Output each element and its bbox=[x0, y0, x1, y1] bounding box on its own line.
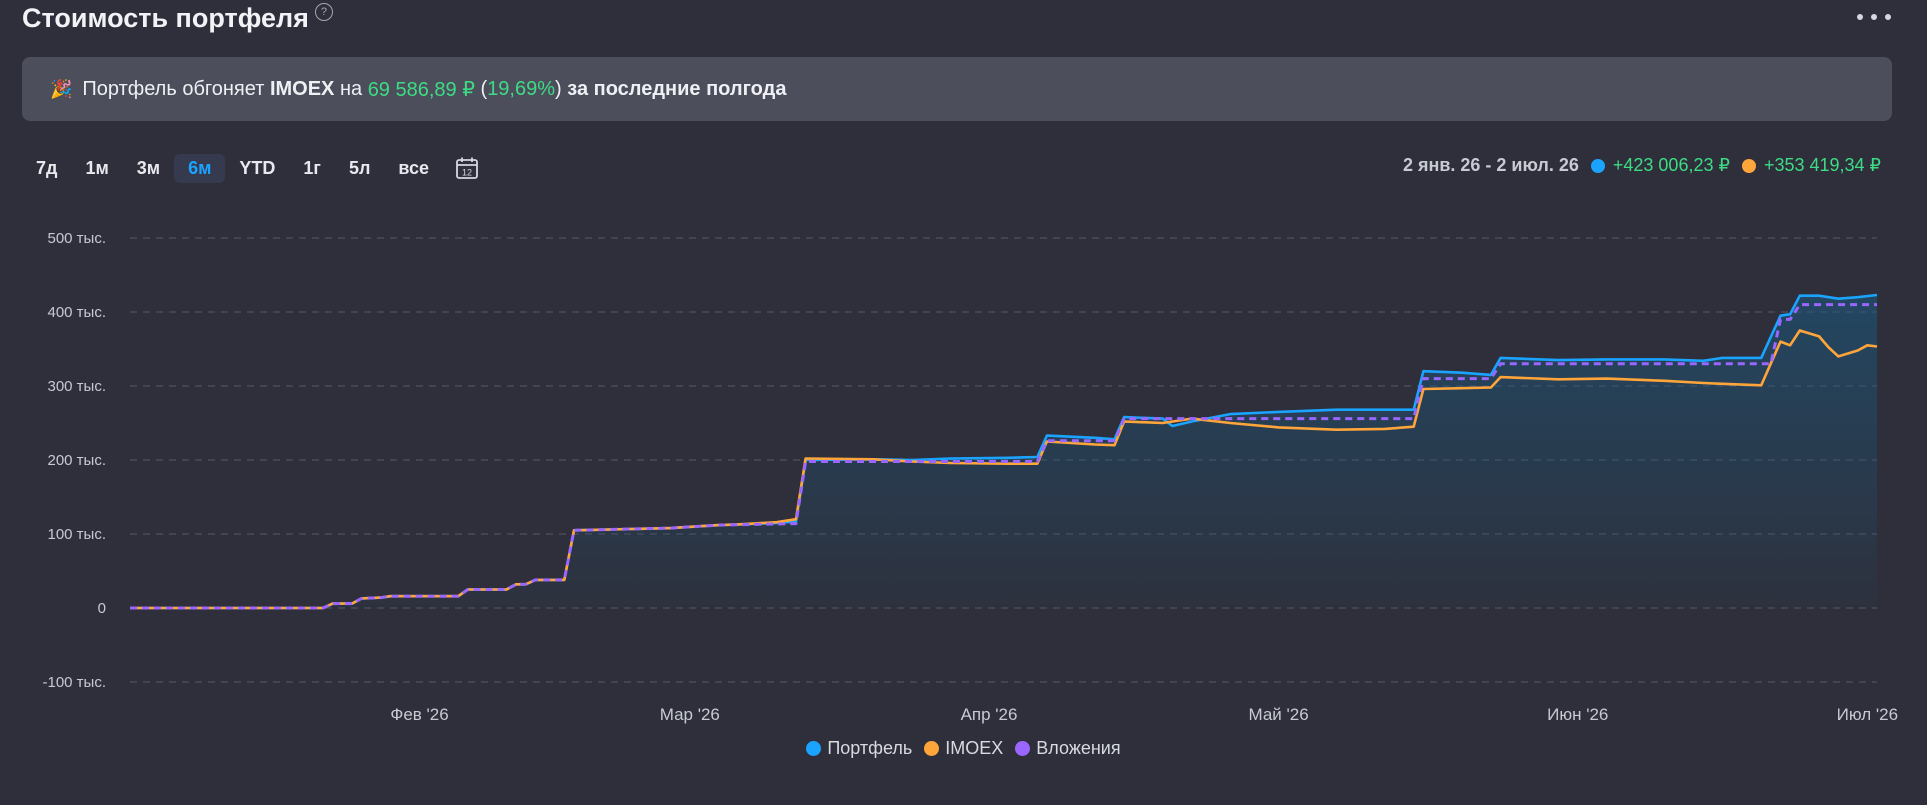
banner-text-1: Портфель обгоняет bbox=[82, 77, 265, 100]
legend-portfolio[interactable]: Портфель bbox=[806, 738, 912, 759]
imoex-dot-icon bbox=[1741, 158, 1756, 173]
series-line-imoex bbox=[130, 329, 1878, 610]
invested-dot-icon bbox=[1015, 741, 1031, 756]
banner-paren-open: ( bbox=[480, 77, 488, 100]
y-tick-label: -100 тыс. bbox=[42, 674, 106, 691]
period-all[interactable]: все bbox=[398, 157, 430, 178]
legend-invested[interactable]: Вложения bbox=[1015, 738, 1121, 759]
x-tick-label: Май '26 bbox=[1248, 705, 1308, 724]
y-tick-label: 0 bbox=[98, 600, 106, 617]
legend-imoex[interactable]: IMOEX bbox=[924, 738, 1003, 759]
series-line-invested bbox=[130, 303, 1877, 610]
period-selector: 7д 1м 3м 6м YTD 1г 5л все 12 bbox=[22, 152, 479, 184]
y-tick-label: 500 тыс. bbox=[47, 230, 106, 247]
legend-label: IMOEX bbox=[945, 738, 1004, 758]
help-icon[interactable]: ? bbox=[314, 3, 333, 21]
date-range: 2 янв. 26 - 2 июл. 26 bbox=[1402, 155, 1579, 175]
banner-text-2: на bbox=[339, 77, 363, 100]
party-icon: 🎉 bbox=[50, 78, 73, 99]
period-5y[interactable]: 5л bbox=[348, 157, 371, 178]
period-1y[interactable]: 1г bbox=[303, 157, 321, 178]
portfolio-chart[interactable]: 500 тыс. 400 тыс. 300 тыс. 200 тыс. 100 тыс.… bbox=[0, 200, 1927, 730]
banner-percent: 19,69% bbox=[487, 77, 556, 100]
banner-text-3: за последние полгода bbox=[567, 77, 787, 100]
header: Стоимость портфеля ? bbox=[22, 0, 333, 36]
x-tick-label: Июн '26 bbox=[1547, 705, 1608, 724]
portfolio-area bbox=[130, 295, 1877, 608]
x-tick-label: Апр '26 bbox=[961, 705, 1018, 724]
period-ytd[interactable]: YTD bbox=[239, 157, 276, 178]
imoex-change: +353 419,34 ₽ bbox=[1763, 155, 1881, 175]
y-tick-label: 200 тыс. bbox=[47, 452, 106, 469]
x-tick-label: Июл '26 bbox=[1837, 705, 1898, 724]
portfolio-dot-icon bbox=[1590, 158, 1605, 173]
period-6m[interactable]: 6м bbox=[174, 153, 226, 183]
calendar-icon[interactable]: 12 bbox=[455, 156, 479, 180]
portfolio-change: +423 006,23 ₽ bbox=[1612, 155, 1730, 175]
period-3m[interactable]: 3м bbox=[136, 157, 161, 178]
legend-label: Портфель bbox=[827, 738, 913, 758]
banner-paren-close: ) bbox=[555, 77, 562, 100]
period-7d[interactable]: 7д bbox=[36, 157, 58, 178]
y-tick-label: 100 тыс. bbox=[47, 526, 106, 543]
chart-legend: Портфель IMOEX Вложения bbox=[0, 738, 1927, 759]
page-title: Стоимость портфеля bbox=[22, 2, 309, 33]
legend-label: Вложения bbox=[1036, 738, 1121, 758]
x-tick-label: Фев '26 bbox=[390, 705, 448, 724]
y-tick-label: 400 тыс. bbox=[47, 304, 106, 321]
more-options-icon[interactable] bbox=[1857, 6, 1891, 28]
imoex-dot-icon bbox=[924, 741, 940, 756]
summary: 2 янв. 26 - 2 июл. 26 +423 006,23 ₽ +353… bbox=[1403, 155, 1881, 176]
y-tick-label: 300 тыс. bbox=[47, 378, 106, 395]
period-1m[interactable]: 1м bbox=[85, 157, 109, 178]
portfolio-dot-icon bbox=[806, 741, 822, 756]
comparison-banner: 🎉 Портфель обгоняет IMOEX на 69 586,89 ₽… bbox=[22, 57, 1892, 121]
x-tick-label: Мар '26 bbox=[660, 705, 720, 724]
banner-index: IMOEX bbox=[269, 77, 335, 100]
svg-text:12: 12 bbox=[462, 168, 472, 178]
banner-amount: 69 586,89 ₽ bbox=[367, 78, 475, 101]
